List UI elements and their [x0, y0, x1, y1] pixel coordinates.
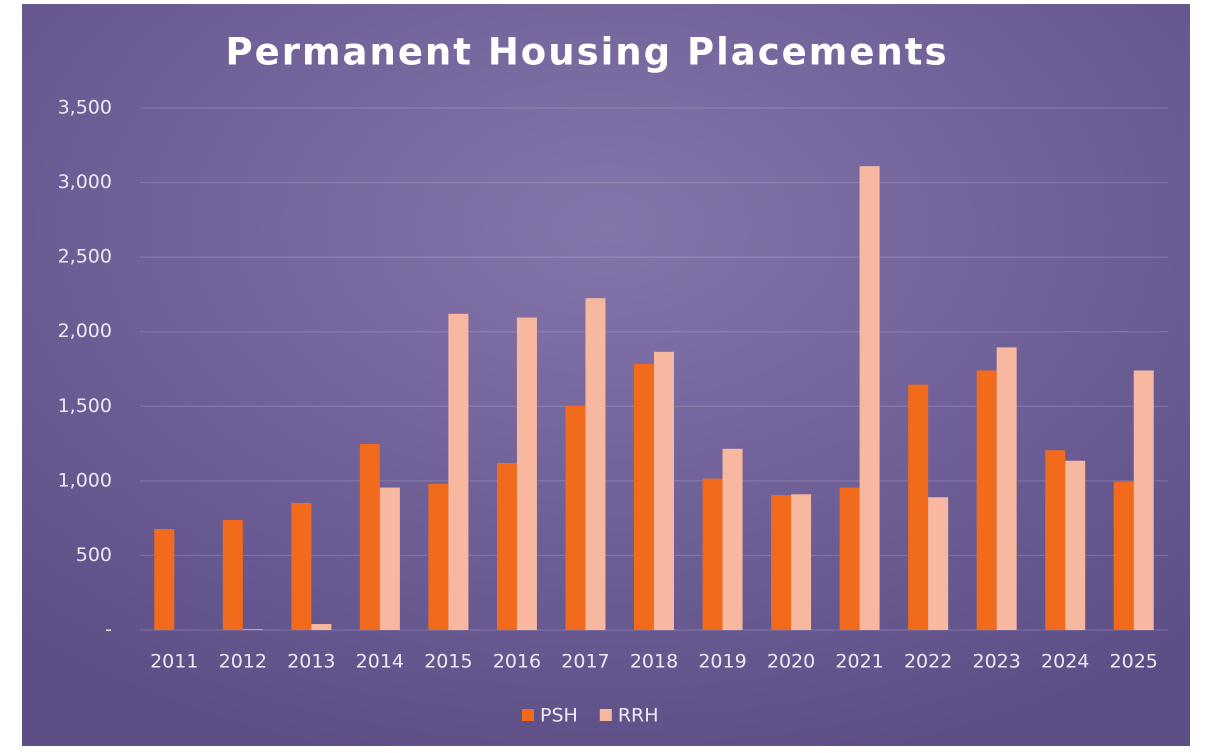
bar — [1045, 450, 1066, 630]
chart-title: Permanent Housing Placements — [226, 31, 949, 74]
y-tick-label: - — [105, 619, 112, 641]
y-tick-label: 2,000 — [58, 320, 112, 342]
bar — [771, 495, 792, 630]
bar — [654, 351, 674, 630]
bar — [1113, 481, 1134, 630]
bar — [291, 502, 312, 630]
bar — [154, 529, 175, 630]
bar — [928, 497, 949, 630]
y-tick-label: 3,000 — [58, 171, 112, 193]
x-tick-label: 2022 — [904, 651, 952, 673]
bar — [976, 370, 997, 630]
x-tick-label: 2025 — [1110, 651, 1158, 673]
bar — [634, 363, 654, 630]
x-tick-label: 2021 — [835, 651, 883, 673]
bar — [565, 405, 586, 630]
x-tick-label: 2013 — [287, 651, 335, 673]
legend-swatch — [599, 709, 612, 721]
x-tick-label: 2024 — [1041, 651, 1089, 673]
x-tick-label: 2012 — [219, 651, 267, 673]
x-tick-label: 2016 — [493, 651, 541, 673]
bar — [242, 629, 263, 630]
bar — [222, 519, 243, 630]
y-tick-label: 500 — [76, 544, 112, 566]
legend-label: RRH — [618, 705, 659, 727]
y-tick-label: 1,500 — [58, 395, 112, 417]
bar — [908, 384, 929, 630]
x-tick-label: 2019 — [698, 651, 746, 673]
x-tick-label: 2020 — [767, 651, 815, 673]
bar — [585, 298, 606, 630]
bar — [839, 487, 860, 630]
x-tick-label: 2011 — [150, 651, 198, 673]
x-tick-label: 2017 — [561, 651, 609, 673]
bar — [859, 166, 880, 630]
bar — [516, 317, 537, 630]
bar — [496, 462, 517, 630]
bar — [448, 313, 469, 630]
bar — [311, 624, 332, 630]
x-tick-label: 2018 — [630, 651, 678, 673]
bar — [379, 487, 400, 630]
legend-swatch — [522, 709, 534, 721]
y-tick-label: 3,500 — [58, 97, 112, 119]
bar — [1133, 370, 1154, 630]
x-tick-label: 2023 — [972, 651, 1020, 673]
bar — [428, 483, 449, 630]
legend-label: PSH — [540, 705, 578, 727]
x-tick-label: 2015 — [424, 651, 472, 673]
bar — [1065, 460, 1086, 630]
bar — [791, 494, 812, 630]
y-tick-label: 2,500 — [58, 246, 112, 268]
x-tick-label: 2014 — [356, 651, 404, 673]
bar — [359, 444, 380, 630]
bar — [702, 478, 723, 630]
y-tick-label: 1,000 — [58, 469, 112, 491]
bar — [996, 347, 1017, 630]
bar — [722, 448, 743, 630]
